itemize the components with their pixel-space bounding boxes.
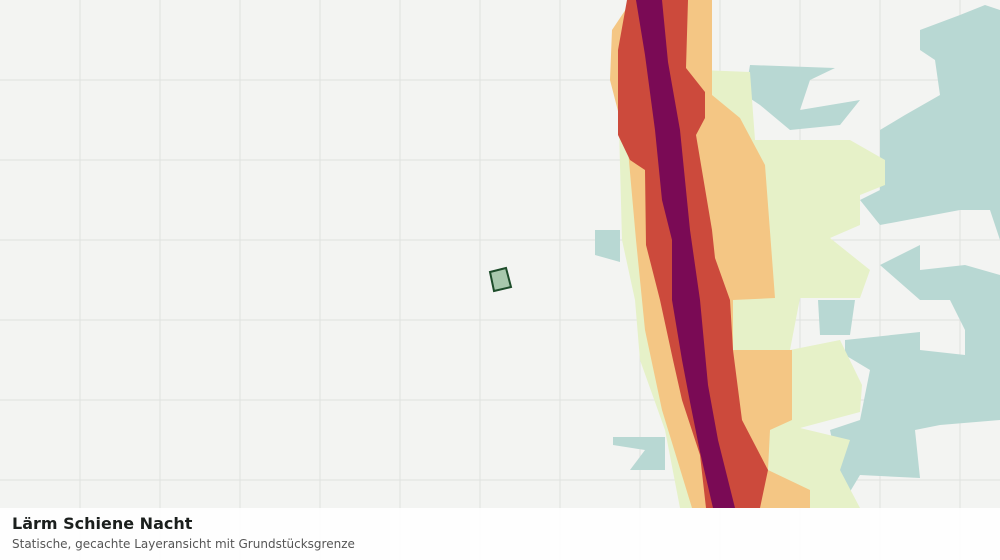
noise-teal xyxy=(613,437,665,470)
map-subtitle: Statische, gecachte Layeransicht mit Gru… xyxy=(12,537,355,551)
noise-layer xyxy=(595,0,1000,508)
noise-teal xyxy=(745,65,860,130)
parcel-boundary[interactable] xyxy=(488,266,513,293)
noise-teal xyxy=(830,245,1000,500)
noise-teal xyxy=(818,300,855,335)
caption-panel xyxy=(0,508,1000,560)
noise-teal xyxy=(595,230,620,262)
noise-purple xyxy=(636,0,735,508)
map-title: Lärm Schiene Nacht xyxy=(12,514,193,533)
noise-teal xyxy=(860,5,1000,240)
